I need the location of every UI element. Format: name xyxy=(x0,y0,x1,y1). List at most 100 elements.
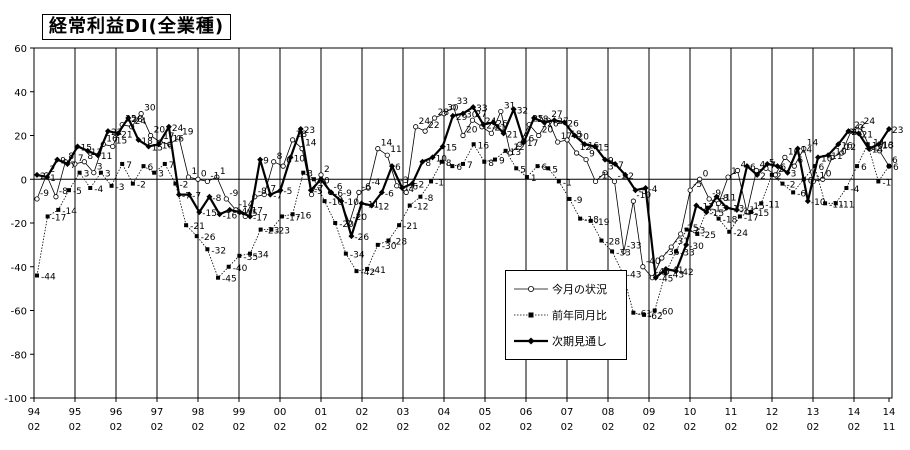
data-point xyxy=(612,160,619,167)
data-point xyxy=(673,268,679,275)
data-label: 30 xyxy=(144,104,156,114)
data-label: 4 xyxy=(741,161,747,171)
data-label: 19 xyxy=(182,128,194,138)
data-label: -11 xyxy=(365,200,380,210)
data-point xyxy=(375,242,380,247)
data-label: 25 xyxy=(486,122,497,132)
data-point xyxy=(152,170,157,175)
data-label: -5 xyxy=(73,187,82,197)
data-point xyxy=(471,142,476,147)
data-label: 6 xyxy=(148,163,154,173)
data-point xyxy=(588,218,593,223)
data-label: -18 xyxy=(584,216,599,226)
data-label: -25 xyxy=(684,224,699,234)
data-label: -4 xyxy=(649,185,658,195)
data-label: 6 xyxy=(395,163,401,173)
data-label: -43 xyxy=(669,270,684,280)
data-point xyxy=(610,249,615,254)
data-label: 16 xyxy=(478,141,490,151)
data-label: 8 xyxy=(425,159,431,169)
data-label: 1 xyxy=(50,174,56,184)
data-point xyxy=(683,241,690,248)
data-label: 12 xyxy=(580,143,591,153)
data-label: 6 xyxy=(780,163,786,173)
data-label: 0 xyxy=(318,176,324,186)
data-label: -8 xyxy=(212,194,221,204)
data-label: -13 xyxy=(730,205,745,215)
x-tick-year: 96 xyxy=(110,407,123,418)
data-point xyxy=(237,253,242,258)
data-label: 10 xyxy=(835,147,847,157)
data-point xyxy=(399,185,406,191)
data-label: 16 xyxy=(872,141,884,151)
data-label: -9 xyxy=(229,189,238,199)
data-point xyxy=(194,234,199,239)
data-label: 7 xyxy=(70,161,76,171)
x-tick-month: 02 xyxy=(561,422,574,433)
data-point xyxy=(267,191,274,198)
data-point xyxy=(517,141,523,147)
data-label: 1 xyxy=(731,167,737,177)
data-label: -18 xyxy=(723,216,738,226)
data-label: 16 xyxy=(173,134,185,144)
data-point xyxy=(173,181,178,186)
data-label: 5 xyxy=(552,165,558,175)
data-point xyxy=(490,119,497,126)
data-label: -8 xyxy=(59,187,68,197)
data-label: 1 xyxy=(191,167,197,177)
data-point xyxy=(734,167,741,174)
data-label: 20 xyxy=(154,126,166,136)
data-label: -5 xyxy=(283,187,292,197)
data-label: 15 xyxy=(81,143,92,153)
data-label: 6 xyxy=(893,163,899,173)
data-point xyxy=(84,147,91,154)
x-tick-year: 94 xyxy=(28,407,41,418)
data-point xyxy=(857,124,864,130)
data-point xyxy=(236,209,243,216)
data-point xyxy=(66,188,71,193)
data-point xyxy=(621,248,627,255)
x-tick-year: 14 xyxy=(883,407,896,418)
data-label: -31 xyxy=(674,237,689,247)
data-point xyxy=(54,156,61,163)
data-point xyxy=(53,194,59,200)
data-label: 22 xyxy=(428,121,439,131)
data-point xyxy=(748,210,753,215)
data-point xyxy=(744,163,750,170)
data-point xyxy=(784,169,791,176)
data-point xyxy=(865,142,870,147)
data-label: 21 xyxy=(507,130,518,140)
data-label: -32 xyxy=(211,246,226,256)
x-tick-month: 11 xyxy=(883,422,896,433)
data-label: -28 xyxy=(605,238,620,248)
data-point xyxy=(318,176,324,183)
data-point xyxy=(165,123,172,130)
data-label: 2 xyxy=(776,172,782,182)
data-label: -35 xyxy=(243,253,258,263)
data-point xyxy=(555,139,561,145)
data-point xyxy=(74,143,81,150)
data-label: 21 xyxy=(494,123,505,133)
data-label: 17 xyxy=(163,132,174,142)
data-label: -43 xyxy=(627,270,642,280)
data-point xyxy=(723,204,730,211)
x-tick-month: 02 xyxy=(848,422,861,433)
data-point xyxy=(812,164,817,169)
data-point xyxy=(556,179,561,184)
data-label: -11 xyxy=(829,200,844,210)
data-label: -9 xyxy=(40,189,49,199)
data-label: 15 xyxy=(152,143,163,153)
data-label: -8 xyxy=(720,194,729,204)
data-label: -45 xyxy=(655,268,670,278)
data-label: -12 xyxy=(699,203,714,213)
x-tick-year: 02 xyxy=(356,407,369,418)
data-label: 10 xyxy=(436,154,448,164)
data-label: -45 xyxy=(659,275,674,285)
data-point xyxy=(876,179,881,184)
data-label: -23 xyxy=(691,227,706,237)
data-point xyxy=(384,152,390,158)
data-point xyxy=(754,171,761,178)
data-point xyxy=(855,130,862,137)
data-label: -4 xyxy=(850,185,859,195)
